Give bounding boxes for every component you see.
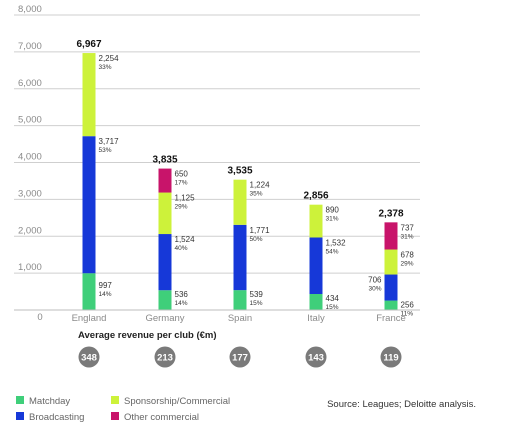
average-value: 143 [308,353,324,364]
segment-percent-label: 30% [368,286,381,293]
segment-percent-label: 29% [175,204,188,211]
segment-value-label: 2,254 [99,54,120,63]
legend-label: Other commercial [124,412,199,423]
source-note: Source: Leagues; Deloitte analysis. [327,399,476,410]
segment-value-label: 256 [401,301,415,310]
average-badge [154,346,176,368]
segment-percent-label: 14% [99,291,112,298]
y-tick-label: 7,000 [18,41,42,52]
segment-percent-label: 50% [250,236,263,243]
segment-value-label: 536 [175,290,189,299]
segment-value-label: 650 [175,170,189,179]
bar-segment-matchday [82,273,96,310]
segment-percent-label: 31% [326,216,339,223]
category-label: England [72,313,107,324]
bar-total-label: 2,856 [303,191,328,202]
segment-percent-label: 11% [401,311,414,318]
segment-percent-label: 29% [401,261,414,268]
bar-segment-matchday [384,300,398,310]
category-label: Spain [228,313,252,324]
legend-swatch [111,412,119,420]
segment-percent-label: 33% [99,64,112,71]
bar-total-label: 3,535 [227,166,252,177]
segment-value-label: 539 [250,290,264,299]
y-tick-label: 8,000 [18,4,42,15]
segment-percent-label: 15% [326,304,339,311]
segment-value-label: 678 [401,251,415,260]
y-tick-label: 5,000 [18,115,42,126]
bar-segment-sponsorship-commercial [82,53,96,137]
segment-value-label: 3,717 [99,137,120,146]
segment-percent-label: 40% [175,245,188,252]
segment-value-label: 1,125 [175,194,196,203]
segment-value-label: 997 [99,281,113,290]
average-badge [78,346,100,368]
segment-percent-label: 14% [175,300,188,307]
bar-segment-matchday [158,290,172,310]
bar-total-label: 6,967 [76,39,101,50]
y-tick-label: 6,000 [18,78,42,89]
segment-percent-label: 54% [326,249,339,256]
y-tick-label: 1,000 [18,262,42,273]
segment-value-label: 1,532 [326,239,347,248]
segment-value-label: 706 [368,276,382,285]
bar-segment-other-commercial [384,222,398,250]
y-tick-label: 3,000 [18,188,42,199]
segment-percent-label: 35% [250,191,263,198]
segment-value-label: 1,224 [250,181,271,190]
average-badge [380,346,402,368]
legend-swatch [16,396,24,404]
y-tick-label: 0 [37,312,42,323]
category-label: Italy [307,313,325,324]
y-tick-label: 4,000 [18,152,42,163]
bar-segment-broadcasting [309,237,323,294]
legend-label: Sponsorship/Commercial [124,396,230,407]
bar-segment-other-commercial [158,168,172,193]
bar-total-label: 2,378 [378,208,403,219]
average-value: 177 [232,353,248,364]
category-label: Germany [145,313,184,324]
segment-value-label: 1,524 [175,235,196,244]
bar-segment-matchday [233,290,247,310]
bar-segment-matchday [309,293,323,310]
segment-percent-label: 53% [99,147,112,154]
average-title: Average revenue per club (€m) [78,330,217,341]
bar-segment-sponsorship-commercial [384,249,398,275]
segment-value-label: 737 [401,223,415,232]
legend-swatch [111,396,119,404]
average-value: 119 [383,353,398,364]
bar-segment-broadcasting [233,224,247,291]
bar-segment-sponsorship-commercial [233,179,247,225]
bar-segment-sponsorship-commercial [309,204,323,238]
bar-segment-broadcasting [82,136,96,274]
segment-percent-label: 17% [175,180,188,187]
segment-value-label: 434 [326,294,340,303]
average-badge [305,346,327,368]
average-value: 348 [81,353,97,364]
bar-total-label: 3,835 [152,155,177,166]
average-value: 213 [157,353,173,364]
average-badge [229,346,251,368]
segment-percent-label: 31% [401,233,414,240]
segment-percent-label: 15% [250,300,263,307]
y-tick-label: 2,000 [18,225,42,236]
category-label: France [376,313,406,324]
segment-value-label: 890 [326,206,340,215]
legend-label: Matchday [29,396,70,407]
legend-swatch [16,412,24,420]
segment-value-label: 1,771 [250,226,271,235]
bar-segment-broadcasting [158,234,172,291]
legend-label: Broadcasting [29,412,84,423]
bar-segment-sponsorship-commercial [158,192,172,235]
bar-segment-broadcasting [384,274,398,301]
